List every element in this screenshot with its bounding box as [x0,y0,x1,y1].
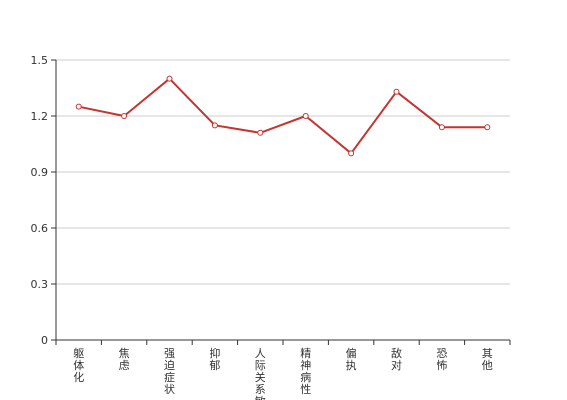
y-tick-label: 0.9 [31,166,49,179]
data-point [302,113,309,119]
x-axis: 躯体化 焦虑 强迫症状 抑郁 人际关系敏感 精神病性 偏执 敌对 恐怖 其他 [55,339,511,400]
x-tick-label: 精神病性 [300,347,311,396]
data-point [484,124,491,131]
y-tick-label: 1.2 [31,110,49,123]
data-point [166,75,173,82]
x-tick-label: 敌对 [391,346,402,372]
x-tick-label: 焦虑 [119,347,130,372]
data-point [438,124,445,131]
series-layer [75,75,491,157]
data-point [348,150,355,157]
grid-lines [56,59,510,285]
x-tick-label: 人际关系敏感 [255,347,266,400]
x-tick-label: 偏执 [346,346,357,372]
series-line [78,77,488,155]
data-point [211,122,218,129]
y-tick-label: 1.5 [31,54,49,67]
x-tick-label: 躯体化 [73,347,84,384]
data-point [393,88,400,95]
x-tick-label: 其他 [482,347,493,372]
data-point [121,113,128,119]
y-axis: 0 0.3 0.6 0.9 1.2 1.5 [31,54,57,347]
y-tick-label: 0.6 [31,222,49,235]
x-tick-label: 强迫症状 [164,347,175,396]
y-tick-label: 0.3 [31,278,49,291]
x-tick-label: 恐怖 [436,347,447,372]
data-point [257,129,264,136]
y-tick-label: 0 [41,334,48,347]
data-point [75,103,82,110]
x-tick-label: 抑郁 [209,346,220,372]
